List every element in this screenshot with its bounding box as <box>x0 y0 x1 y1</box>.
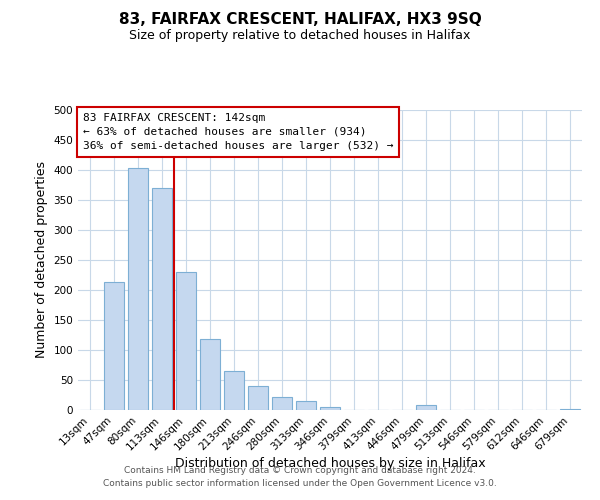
Bar <box>224 371 244 410</box>
Bar <box>152 188 172 410</box>
Bar <box>176 272 196 410</box>
Bar <box>248 386 268 410</box>
Text: 83 FAIRFAX CRESCENT: 142sqm
← 63% of detached houses are smaller (934)
36% of se: 83 FAIRFAX CRESCENT: 142sqm ← 63% of det… <box>83 113 394 151</box>
Bar <box>128 168 148 410</box>
Bar <box>296 401 316 410</box>
Bar <box>200 339 220 410</box>
Y-axis label: Number of detached properties: Number of detached properties <box>35 162 48 358</box>
Bar <box>416 405 436 410</box>
X-axis label: Distribution of detached houses by size in Halifax: Distribution of detached houses by size … <box>175 458 485 470</box>
Bar <box>320 407 340 410</box>
Text: Size of property relative to detached houses in Halifax: Size of property relative to detached ho… <box>130 29 470 42</box>
Bar <box>272 397 292 410</box>
Bar <box>560 409 580 410</box>
Text: 83, FAIRFAX CRESCENT, HALIFAX, HX3 9SQ: 83, FAIRFAX CRESCENT, HALIFAX, HX3 9SQ <box>119 12 481 28</box>
Text: Contains HM Land Registry data © Crown copyright and database right 2024.
Contai: Contains HM Land Registry data © Crown c… <box>103 466 497 487</box>
Bar <box>104 282 124 410</box>
